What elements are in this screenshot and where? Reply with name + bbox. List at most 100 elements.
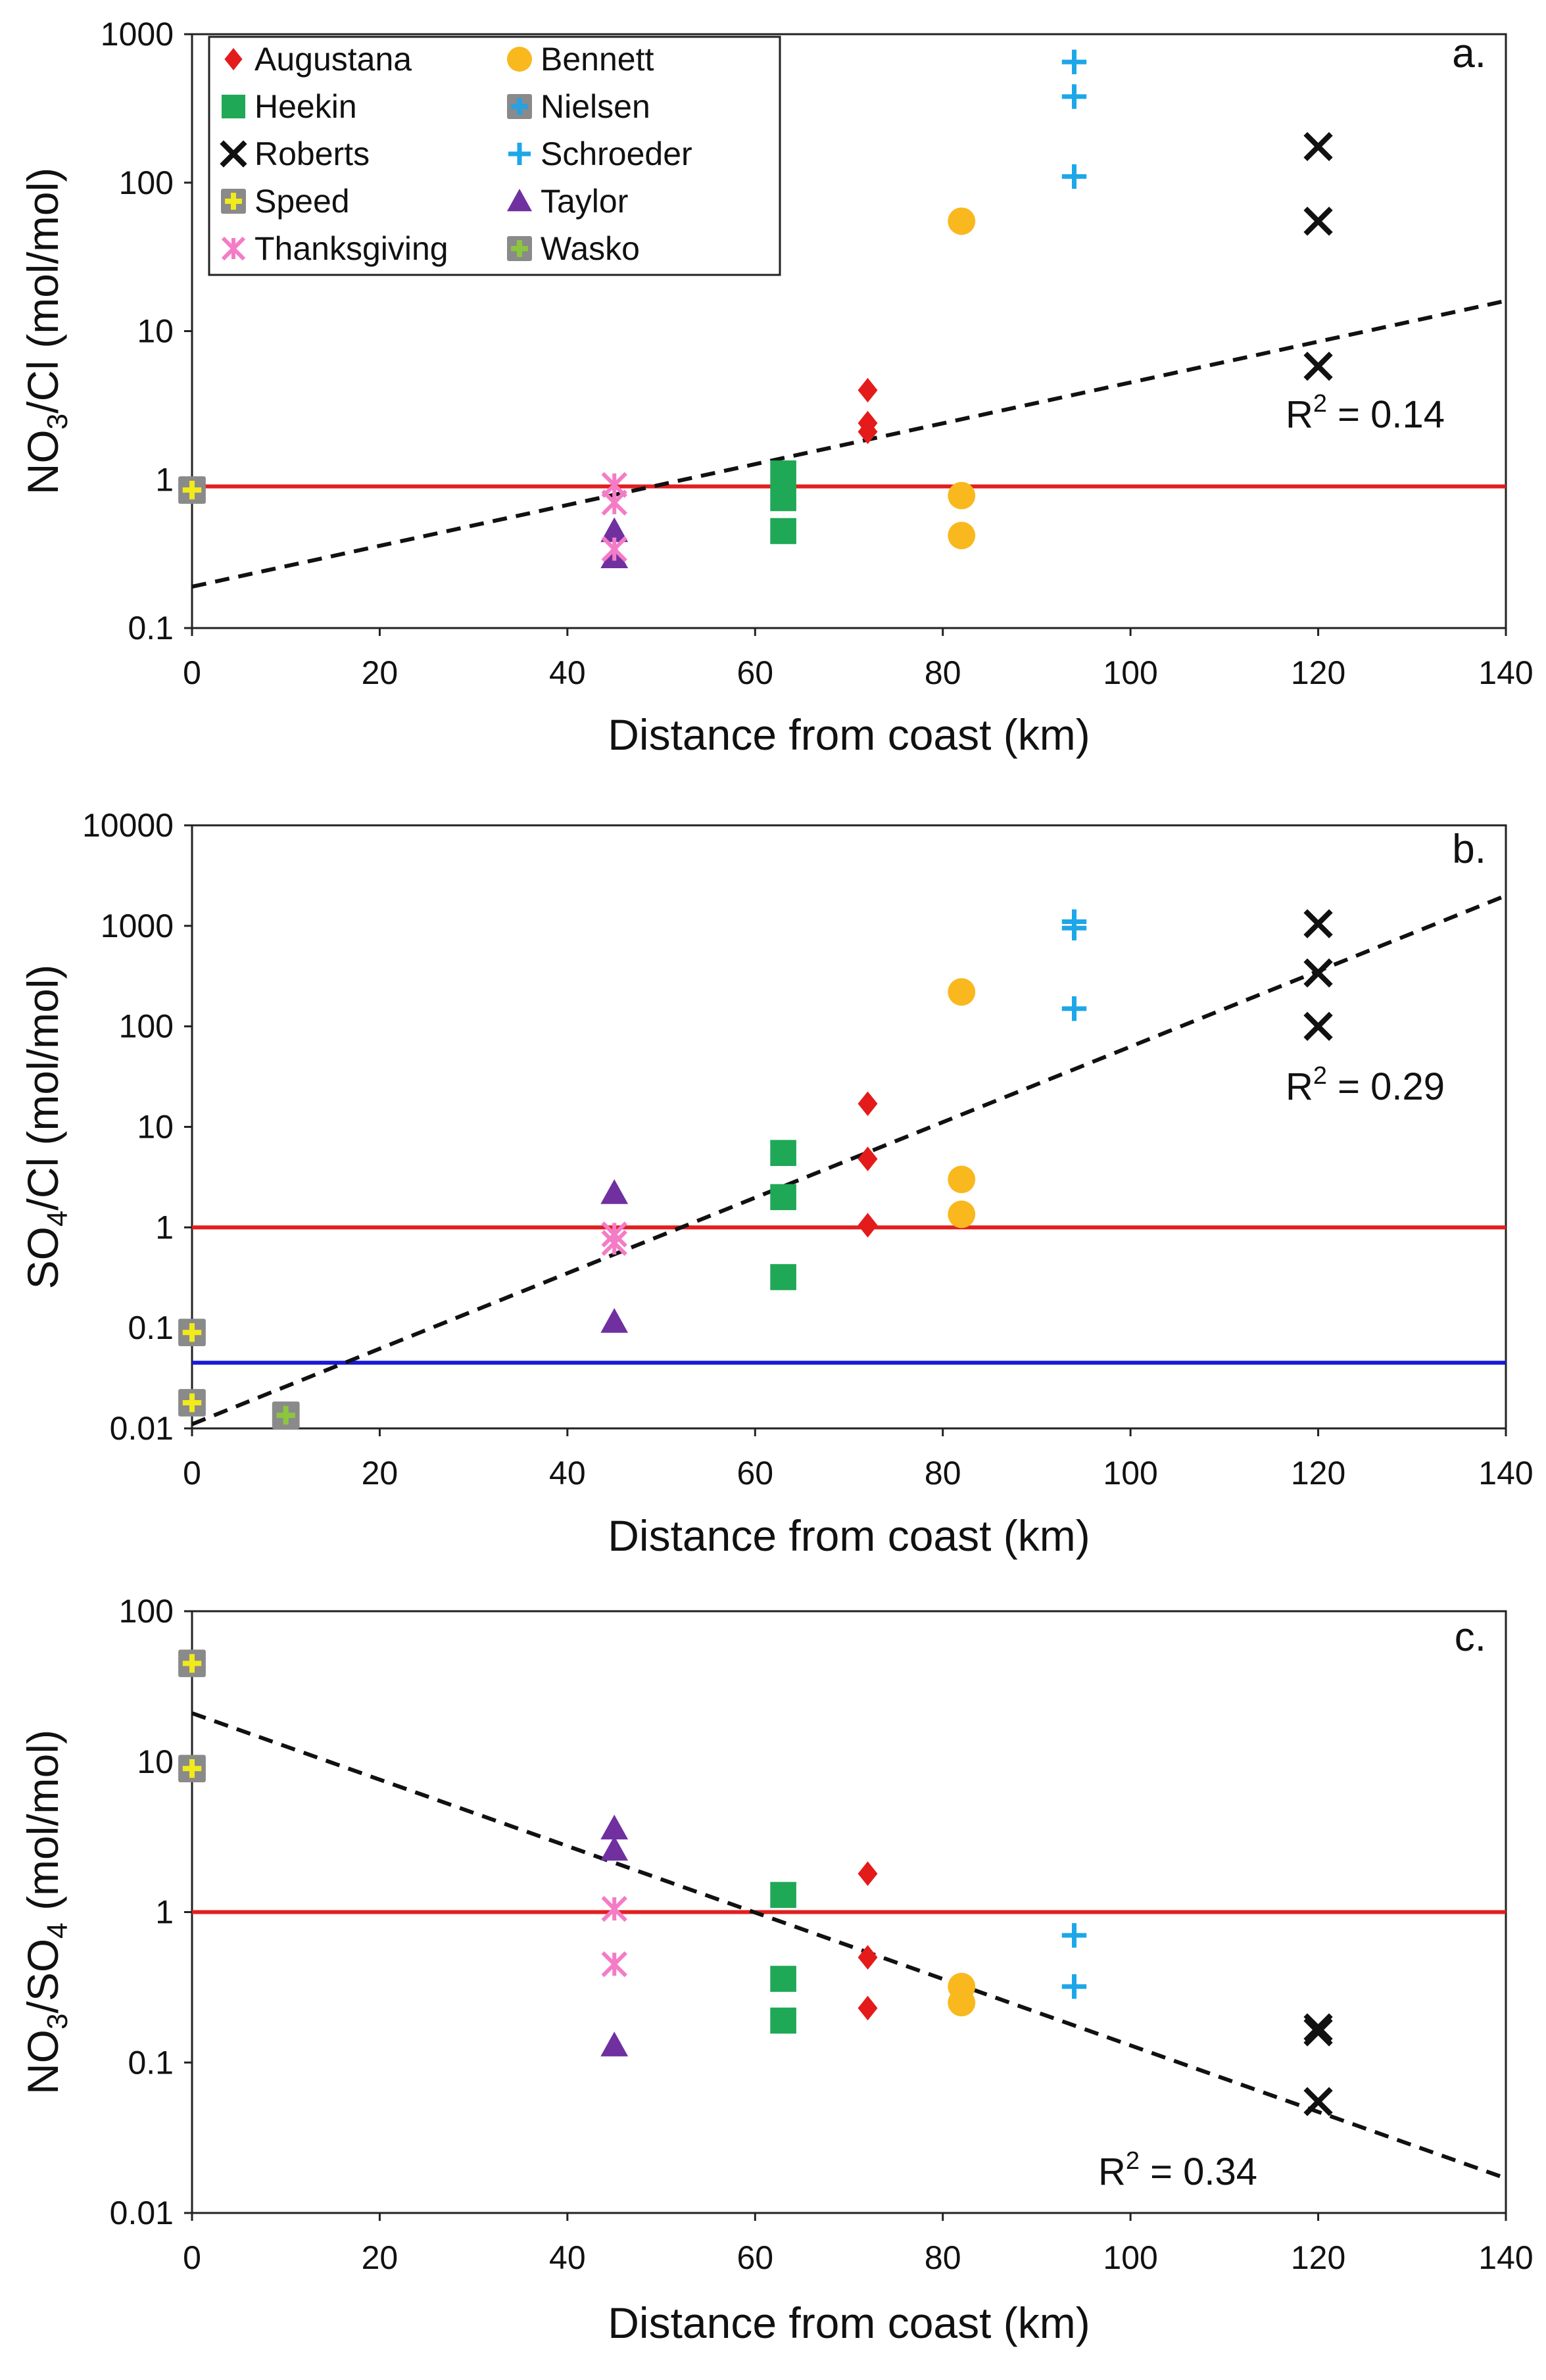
y-tick-label: 100 — [119, 164, 174, 201]
x-tick-label: 140 — [1478, 2239, 1533, 2276]
data-point-bennett — [948, 1165, 976, 1194]
data-point-bennett — [948, 522, 976, 550]
y-tick-label: 10 — [137, 1743, 174, 1780]
x-tick-label: 20 — [362, 654, 399, 691]
x-tick-label: 120 — [1291, 2239, 1345, 2276]
data-point-roberts — [1303, 2017, 1333, 2047]
x-tick-label: 0 — [183, 654, 201, 691]
y-tick-label: 1 — [155, 1209, 174, 1246]
data-point-speed — [178, 1319, 206, 1347]
data-point-augustana — [858, 1861, 878, 1886]
data-point-roberts — [1303, 958, 1333, 988]
data-point-heekin — [770, 485, 796, 512]
data-point-heekin — [770, 1882, 796, 1908]
data-point-heekin — [770, 1966, 796, 1992]
data-point-augustana — [858, 377, 878, 403]
legend-label-taylor: Taylor — [541, 183, 628, 220]
panel-label: c. — [1455, 1615, 1486, 1660]
data-point-roberts — [1303, 132, 1333, 162]
data-point-augustana — [858, 1213, 878, 1238]
x-tick-label: 60 — [737, 654, 773, 691]
data-point-schroeder — [1061, 915, 1087, 940]
y-tick-label: 0.1 — [128, 1309, 174, 1346]
data-point-schroeder — [1061, 1974, 1087, 1999]
legend-label-speed: Speed — [254, 183, 350, 220]
y-tick-label: 10000 — [82, 807, 174, 844]
x-tick-label: 140 — [1478, 654, 1533, 691]
data-point-taylor — [600, 1307, 629, 1333]
data-point-speed — [178, 1755, 206, 1783]
legend-label-roberts: Roberts — [254, 135, 370, 172]
y-tick-label: 100 — [119, 1008, 174, 1045]
data-point-schroeder — [1061, 49, 1087, 74]
legend-marker-schroeder — [508, 143, 531, 165]
x-tick-label: 60 — [737, 2239, 773, 2276]
y-tick-label: 100 — [119, 1593, 174, 1630]
legend-marker-augustana — [224, 48, 243, 70]
data-point-heekin — [770, 1264, 796, 1290]
y-tick-label: 1000 — [101, 908, 174, 944]
legend-label-bennett: Bennett — [541, 41, 654, 78]
y-tick-label: 1 — [155, 1894, 174, 1931]
x-tick-label: 60 — [737, 1455, 773, 1492]
x-tick-label: 20 — [362, 1455, 399, 1492]
x-axis-label: Distance from coast (km) — [608, 710, 1090, 759]
legend-marker-bennett — [507, 47, 532, 72]
data-point-taylor — [600, 517, 629, 543]
data-point-taylor — [600, 1814, 629, 1839]
x-tick-label: 80 — [925, 2239, 961, 2276]
legend-marker-heekin — [222, 95, 245, 118]
legend-label-wasko: Wasko — [541, 230, 640, 267]
legend-marker-nielsen — [507, 94, 532, 119]
y-axis-label: NO3/Cl (mol/mol) — [18, 168, 74, 495]
data-point-taylor — [600, 2031, 629, 2056]
x-tick-label: 120 — [1291, 1455, 1345, 1492]
panel-label: a. — [1452, 31, 1486, 76]
data-point-roberts — [1303, 909, 1333, 938]
data-point-heekin — [770, 460, 796, 487]
y-tick-label: 0.01 — [110, 1410, 174, 1447]
y-tick-label: 1 — [155, 461, 174, 498]
x-tick-label: 80 — [925, 1455, 961, 1492]
data-point-augustana — [858, 1146, 878, 1171]
data-point-taylor — [600, 1179, 629, 1204]
data-point-heekin — [770, 1140, 796, 1166]
x-tick-label: 40 — [549, 2239, 586, 2276]
data-point-thanksgiving — [601, 1895, 627, 1922]
x-tick-label: 0 — [183, 2239, 201, 2276]
legend-label-schroeder: Schroeder — [541, 135, 692, 172]
data-point-speed — [178, 476, 206, 504]
y-tick-label: 0.01 — [110, 2195, 174, 2231]
data-point-augustana — [858, 1945, 878, 1970]
data-point-thanksgiving — [601, 489, 627, 516]
x-axis-label: Distance from coast (km) — [608, 1511, 1090, 1560]
trendline — [191, 894, 1507, 1426]
data-point-bennett — [948, 481, 976, 510]
x-tick-label: 140 — [1478, 1455, 1533, 1492]
legend-marker-roberts — [220, 140, 247, 168]
x-tick-label: 0 — [183, 1455, 201, 1492]
x-tick-label: 100 — [1103, 654, 1157, 691]
data-point-roberts — [1303, 2013, 1333, 2043]
x-tick-label: 40 — [549, 1455, 586, 1492]
data-point-bennett — [948, 978, 976, 1006]
data-point-bennett — [948, 1989, 976, 2017]
chart-panel-3: 0 20 40 60 80 100 120 140 0.01 0.1 1 10 100 Distance … — [18, 1593, 1534, 2347]
data-point-heekin — [770, 518, 796, 545]
data-point-augustana — [858, 419, 878, 445]
data-point-speed — [178, 1649, 206, 1678]
r-squared-label: R2 = 0.29 — [1286, 1062, 1445, 1108]
y-axis-label: SO4/Cl (mol/mol) — [18, 965, 74, 1290]
data-point-roberts — [1303, 2087, 1333, 2116]
y-tick-label: 10 — [137, 1109, 174, 1146]
data-point-schroeder — [1061, 84, 1087, 109]
data-point-schroeder — [1061, 164, 1087, 189]
data-point-wasko — [272, 1401, 300, 1429]
r-squared-label: R2 = 0.14 — [1286, 390, 1445, 436]
panel-label: b. — [1452, 827, 1486, 872]
data-point-speed — [178, 1389, 206, 1417]
legend: Augustana Bennett Heekin Nielsen Roberts Schr… — [208, 36, 781, 276]
data-point-schroeder — [1061, 1923, 1087, 1948]
legend-marker-thanksgiving — [221, 236, 246, 261]
